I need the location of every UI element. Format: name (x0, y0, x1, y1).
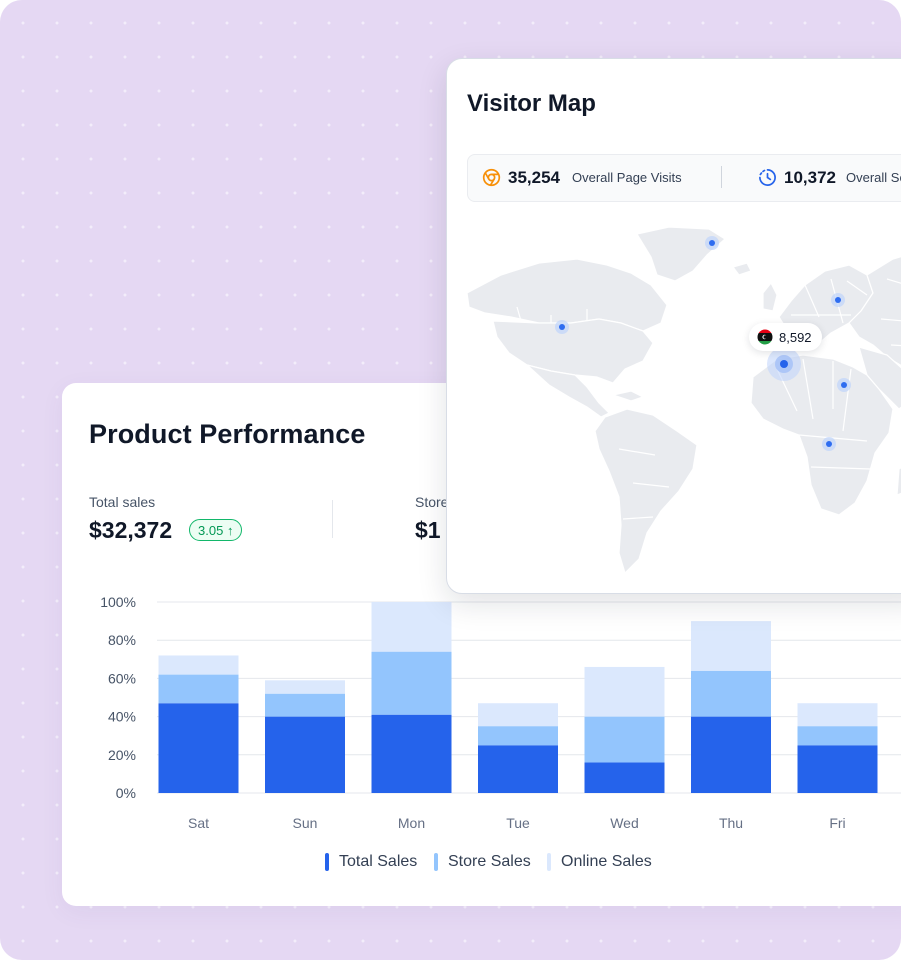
bar-total-sales-sun[interactable] (265, 716, 345, 793)
arrow-up-icon: ↑ (226, 523, 234, 538)
store-sales-value: $1 (415, 517, 441, 543)
x-tick-label: Fri (829, 815, 845, 831)
total-sales-label: Total sales (89, 494, 156, 510)
growth-value: 3.05 (198, 523, 224, 538)
legend-label: Store Sales (448, 853, 531, 870)
y-tick-label: 40% (108, 709, 136, 725)
visit-stats-bar: 35,254 Overall Page Visits 10,372 Overal… (467, 154, 901, 202)
bar-online-sales-tue[interactable] (478, 703, 558, 727)
x-tick-label: Thu (719, 815, 743, 831)
y-tick-label: 0% (116, 785, 136, 801)
bar-online-sales-thu[interactable] (691, 621, 771, 671)
bar-online-sales-fri[interactable] (797, 703, 878, 727)
sessions-value: 10,372 (784, 168, 836, 187)
x-tick-label: Tue (506, 815, 530, 831)
world-map (466, 226, 901, 574)
visitor-map-card: Visitor Map 35,254 Overall Page Visits 1… (446, 58, 901, 594)
legend-swatch (325, 853, 329, 871)
legend-total-sales[interactable]: Total Sales (325, 853, 417, 871)
legend-label: Total Sales (339, 853, 418, 870)
x-tick-label: Wed (610, 815, 639, 831)
bar-store-sales-sun[interactable] (265, 693, 345, 717)
store-sales-label: Store (415, 494, 449, 510)
x-tick-label: Mon (398, 815, 425, 831)
bar-total-sales-fri[interactable] (797, 745, 878, 793)
bar-store-sales-tue[interactable] (478, 726, 558, 746)
x-tick-label: Sat (188, 815, 209, 831)
stat-divider (721, 166, 722, 188)
x-tick-label: Sun (293, 815, 318, 831)
bar-total-sales-mon[interactable] (371, 714, 452, 793)
legend-store-sales[interactable]: Store Sales (434, 853, 531, 871)
page-visits-value: 35,254 (508, 168, 560, 187)
chart-legend: Total Sales Store Sales Online Sales (0, 853, 901, 877)
chrome-icon (482, 168, 501, 187)
y-tick-label: 80% (108, 632, 136, 648)
libya-flag-icon (757, 329, 773, 345)
total-sales-value: $32,372 (89, 517, 173, 543)
legend-label: Online Sales (561, 853, 652, 870)
bar-store-sales-mon[interactable] (371, 651, 452, 715)
bar-store-sales-fri[interactable] (797, 726, 878, 746)
y-tick-label: 20% (108, 747, 136, 763)
bar-total-sales-sat[interactable] (158, 703, 239, 793)
stacked-bar-chart: 0% 20% 40% 60% 80% 100% Sat Sun Mon Tue Wed Thu Fri (100, 594, 901, 831)
bar-online-sales-wed[interactable] (584, 666, 665, 717)
bar-total-sales-tue[interactable] (478, 745, 558, 793)
bar-total-sales-wed[interactable] (584, 762, 665, 793)
map-tooltip: 8,592 (749, 323, 822, 351)
card-title: Visitor Map (467, 90, 596, 117)
bar-store-sales-sat[interactable] (158, 674, 239, 704)
clock-icon (759, 169, 776, 186)
y-tick-label: 60% (108, 670, 136, 686)
tooltip-value: 8,592 (779, 329, 812, 345)
bar-store-sales-thu[interactable] (691, 670, 771, 717)
legend-swatch (434, 853, 438, 871)
legend-online-sales[interactable]: Online Sales (547, 853, 652, 871)
page-visits-label: Overall Page Visits (572, 170, 682, 185)
stat-divider (332, 500, 333, 538)
growth-badge: 3.05 ↑ (189, 519, 243, 541)
bar-total-sales-thu[interactable] (691, 716, 771, 793)
sessions-label: Overall Se (846, 170, 901, 185)
y-tick-label: 100% (100, 594, 136, 610)
visitor-markers (555, 236, 851, 451)
bar-online-sales-mon[interactable] (371, 602, 452, 652)
bar-online-sales-sun[interactable] (265, 680, 345, 694)
bar-online-sales-sat[interactable] (158, 655, 239, 675)
bar-store-sales-wed[interactable] (584, 716, 665, 763)
legend-swatch (547, 853, 551, 871)
card-title: Product Performance (89, 419, 366, 449)
